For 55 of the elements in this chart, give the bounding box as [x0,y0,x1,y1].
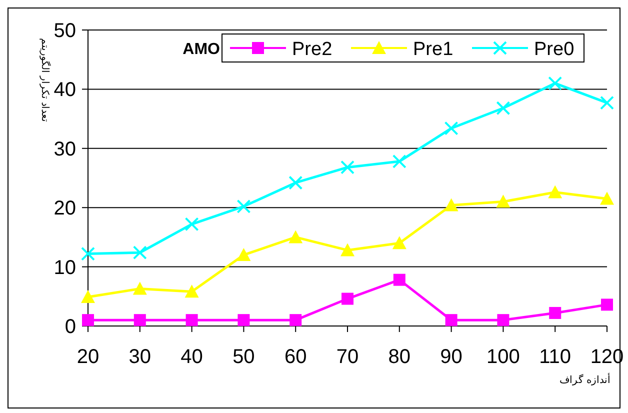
point [290,314,302,326]
point [82,314,94,326]
point [186,314,198,326]
y-tick-label: 40 [54,79,76,102]
point [601,298,613,311]
x-tick-label: 70 [336,346,359,368]
point [444,121,458,136]
legend-label: Pre1 [413,39,454,60]
x-tick-label: 80 [388,346,411,368]
x-tick-label: 90 [440,346,462,368]
point [600,96,614,110]
point [134,314,146,326]
point [132,282,147,295]
y-tick-label: 10 [54,256,76,279]
x-tick-label: 60 [284,346,307,368]
x-tick-label: 50 [232,346,255,368]
point [81,246,95,261]
point [236,248,251,261]
point [340,243,354,256]
point [496,194,510,208]
point [81,290,95,303]
point [497,314,510,326]
point [548,185,562,198]
x-tick-label: 30 [128,346,152,368]
point [184,284,199,298]
point [392,154,406,168]
x-tick-label: 110 [539,346,572,368]
x-tick-label: 100 [486,346,520,368]
y-axis-title: تعداد تکرار الگوریتم [39,38,51,122]
legend-label: Pre2 [292,39,332,60]
x-axis-title: أندازه گراف [560,373,610,386]
x-tick-label: 40 [180,346,203,368]
legend-label: Pre0 [534,39,574,60]
y-tick-label: 30 [54,138,76,160]
y-tick-label: 20 [54,198,76,220]
point [549,306,562,319]
y-tick-label: 0 [64,316,76,338]
point [340,160,354,174]
point [342,292,354,305]
point [496,101,510,116]
legend-title: AMO [182,41,220,58]
point [548,76,562,90]
point [445,314,458,326]
point [184,217,199,232]
point [600,192,614,205]
point [288,230,303,244]
point [132,246,147,260]
point [288,176,303,190]
point [238,314,250,326]
y-tick-label: 50 [54,20,76,42]
x-tick-label: 20 [76,346,100,368]
point [393,274,406,286]
point [236,199,251,214]
point [444,198,458,212]
point [392,236,406,250]
